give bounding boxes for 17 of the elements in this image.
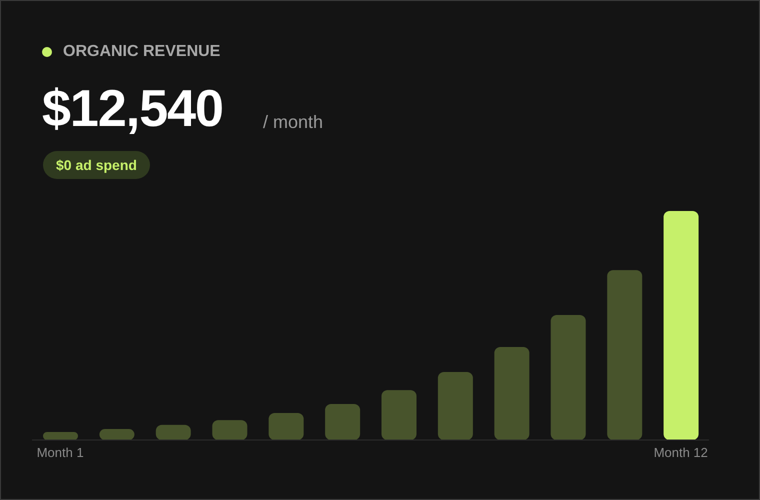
x-tick-label: Month 12 [654, 445, 708, 460]
chart-title: ORGANIC REVENUE [63, 43, 220, 61]
bar [382, 390, 416, 440]
bar [268, 412, 304, 440]
bar [607, 270, 642, 440]
bar [43, 432, 78, 440]
bar [156, 424, 191, 440]
bar [438, 372, 473, 440]
bar [664, 211, 699, 440]
bar [325, 404, 360, 440]
bar [494, 347, 530, 440]
chart-subtitle: $12,540 [42, 79, 223, 139]
bar [212, 420, 248, 440]
bar [550, 314, 586, 440]
text: $0 ad spend [43, 151, 150, 179]
x-tick-label: Month 1 [36, 445, 84, 460]
text: / month [263, 112, 324, 133]
